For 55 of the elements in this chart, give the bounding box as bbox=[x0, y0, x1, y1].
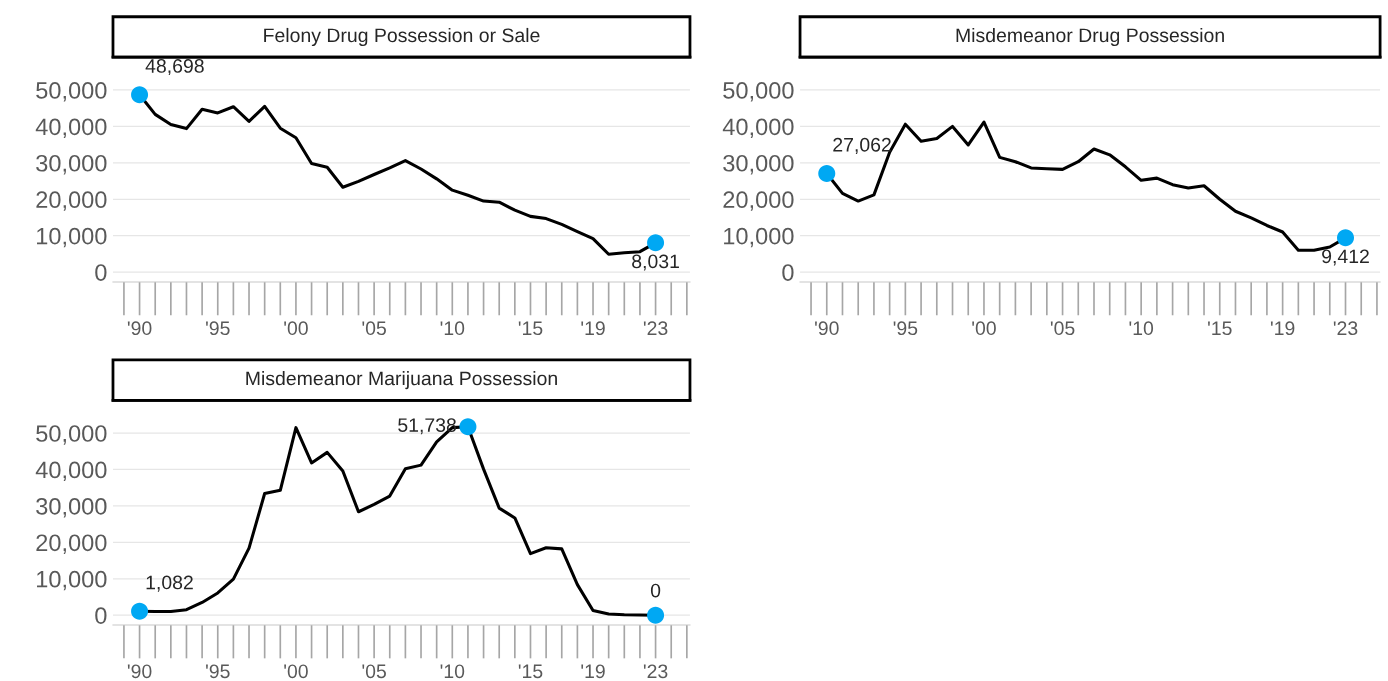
y-tick-label: 50,000 bbox=[36, 82, 107, 102]
x-tick-label: '23 bbox=[1333, 321, 1358, 336]
x-tick-label: '15 bbox=[518, 321, 543, 336]
chart-title: Misdemeanor Drug Possession bbox=[956, 27, 1224, 47]
x-tick-label: '05 bbox=[1050, 321, 1075, 336]
x-tick-label: '00 bbox=[972, 321, 996, 336]
x-tick-label: '05 bbox=[362, 321, 386, 336]
x-tick-label: '05 bbox=[362, 664, 386, 679]
x-tick-label: '95 bbox=[206, 321, 230, 336]
chart-title: Misdemeanor Marijuana Possession bbox=[246, 371, 557, 390]
data-label: 8,031 bbox=[632, 254, 679, 271]
x-tick-label: '95 bbox=[893, 321, 918, 336]
y-tick-label: 0 bbox=[782, 264, 794, 281]
y-tick-label: 30,000 bbox=[36, 497, 107, 518]
data-label: 27,062 bbox=[833, 137, 891, 154]
data-label: 9,412 bbox=[1322, 249, 1369, 266]
x-tick-label: '90 bbox=[815, 321, 839, 336]
x-tick-label: '19 bbox=[581, 321, 605, 336]
point bbox=[131, 602, 149, 620]
y-tick-label: 30,000 bbox=[36, 154, 107, 175]
data-label: 48,698 bbox=[145, 59, 204, 76]
x-tick-label: '15 bbox=[1208, 321, 1232, 336]
x-tick-label: '15 bbox=[518, 664, 543, 679]
y-tick-label: 50,000 bbox=[723, 82, 794, 102]
x-tick-label: '10 bbox=[1129, 321, 1154, 336]
chart-title: Felony Drug Possession or Sale bbox=[264, 27, 540, 47]
data-label: 0 bbox=[650, 583, 661, 598]
point bbox=[647, 606, 665, 624]
x-tick-label: '23 bbox=[643, 664, 668, 679]
y-tick-label: 40,000 bbox=[35, 461, 107, 482]
y-tick-label: 0 bbox=[95, 264, 107, 281]
y-tick-label: 40,000 bbox=[722, 118, 794, 138]
x-tick-label: '19 bbox=[581, 664, 605, 679]
x-tick-label: '10 bbox=[440, 321, 465, 336]
y-tick-label: 0 bbox=[95, 607, 107, 624]
x-tick-label: '10 bbox=[440, 664, 465, 679]
x-tick-label: '90 bbox=[127, 321, 152, 336]
x-tick-label: '00 bbox=[284, 321, 308, 336]
y-tick-label: 40,000 bbox=[35, 118, 107, 138]
y-tick-label: 20,000 bbox=[723, 191, 794, 211]
y-tick-label: 20,000 bbox=[36, 191, 107, 211]
y-tick-label: 30,000 bbox=[723, 154, 794, 175]
y-tick-label: 10,000 bbox=[37, 570, 107, 591]
y-tick-label: 10,000 bbox=[724, 227, 794, 248]
x-tick-label: '23 bbox=[643, 321, 668, 336]
y-tick-label: 50,000 bbox=[36, 425, 107, 445]
x-tick-label: '95 bbox=[206, 664, 230, 679]
data-label: 1,082 bbox=[146, 575, 193, 592]
y-tick-label: 20,000 bbox=[36, 534, 107, 554]
point bbox=[459, 418, 477, 436]
y-tick-label: 10,000 bbox=[37, 227, 107, 248]
data-label: 51,738 bbox=[398, 418, 456, 435]
x-tick-label: '90 bbox=[127, 664, 152, 679]
x-tick-label: '19 bbox=[1270, 321, 1295, 336]
x-tick-label: '00 bbox=[284, 664, 308, 679]
